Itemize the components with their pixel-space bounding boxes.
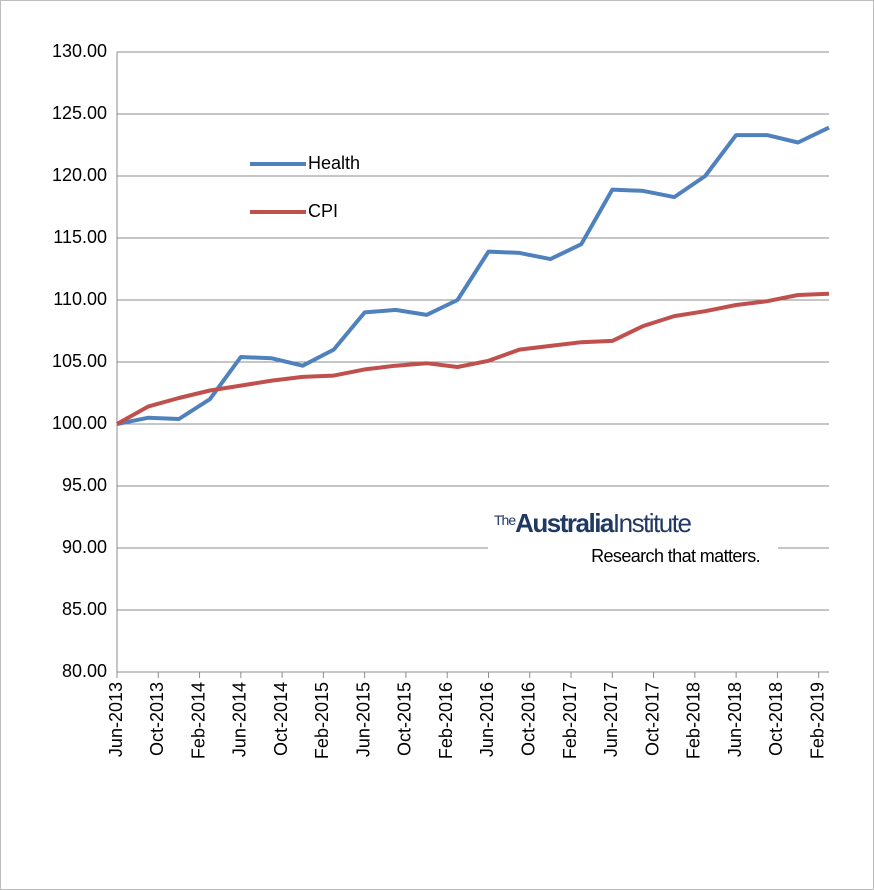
logo-name2: Institute [613, 508, 692, 538]
y-tick-label: 80.00 [62, 661, 107, 681]
logo-tagline: Research that matters. [591, 546, 760, 566]
x-tick-label: Jun-2014 [230, 682, 250, 757]
x-tick-label: Feb-2016 [436, 682, 456, 759]
x-tick-label: Oct-2013 [147, 682, 167, 756]
x-tick-label: Jun-2015 [353, 682, 373, 757]
x-tick-label: Jun-2018 [725, 682, 745, 757]
x-tick-label: Feb-2017 [560, 682, 580, 759]
x-tick-label: Oct-2017 [642, 682, 662, 756]
line-series [116, 291, 830, 426]
legend-label: CPI [308, 201, 338, 221]
logo-prefix: The [494, 512, 516, 528]
x-tick-label: Jun-2017 [601, 682, 621, 757]
y-tick-label: 110.00 [53, 289, 107, 309]
x-tick-label: Oct-2015 [395, 682, 415, 756]
logo-name: Australia [515, 508, 615, 538]
y-tick-label: 130.00 [52, 41, 107, 61]
y-tick-label: 125.00 [52, 103, 107, 123]
y-tick-label: 95.00 [62, 475, 107, 495]
y-tick-label: 90.00 [62, 537, 107, 557]
x-tick-label: Oct-2014 [271, 682, 291, 756]
logo-background [488, 505, 778, 570]
x-tick-label: Feb-2015 [312, 682, 332, 759]
x-tick-label: Oct-2016 [519, 682, 539, 756]
x-tick-label: Jun-2013 [106, 682, 126, 757]
legend-label: Health [308, 153, 360, 173]
x-tick-label: Feb-2019 [807, 682, 827, 759]
logo-title: TheAustraliaInstitute [494, 508, 691, 538]
y-tick-label: 115.00 [53, 227, 107, 247]
x-tick-label: Jun-2016 [477, 682, 497, 757]
y-tick-label: 120.00 [52, 165, 107, 185]
x-tick-label: Feb-2018 [684, 682, 704, 759]
x-tick-label: Feb-2014 [188, 682, 208, 759]
x-tick-label: Oct-2018 [766, 682, 786, 756]
y-tick-label: 105.00 [52, 351, 107, 371]
line-series [116, 125, 830, 426]
y-tick-label: 100.00 [52, 413, 107, 433]
y-tick-label: 85.00 [62, 599, 107, 619]
